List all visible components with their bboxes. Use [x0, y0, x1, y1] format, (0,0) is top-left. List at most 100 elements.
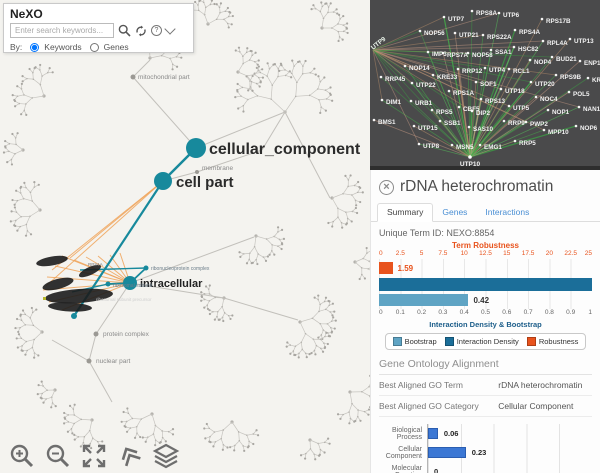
gene-node[interactable]: [409, 99, 413, 103]
graph-node-label: ribosomal subunit: [113, 283, 153, 289]
keywords-radio[interactable]: [30, 42, 40, 52]
gene-node[interactable]: [481, 33, 485, 37]
gene-node[interactable]: [497, 11, 501, 15]
gene-label: RPS17B: [546, 18, 571, 25]
gene-node[interactable]: [512, 45, 516, 49]
gene-node[interactable]: [403, 64, 407, 68]
fit-to-screen-icon[interactable]: [80, 442, 108, 470]
gene-node[interactable]: [507, 67, 511, 71]
gene-node[interactable]: [467, 125, 471, 129]
gene-node[interactable]: [450, 143, 454, 147]
gene-node[interactable]: [529, 80, 533, 84]
genes-radio[interactable]: [89, 42, 99, 52]
graph-node[interactable]: [130, 74, 136, 80]
selected-term-node[interactable]: [123, 276, 137, 290]
graph-node[interactable]: [86, 358, 92, 364]
robustness-top-axis: 0 2.5 5 7.5 10 12.5 15 17.5 20 22.5 25: [379, 250, 592, 259]
gene-node[interactable]: [447, 89, 451, 93]
layers-icon[interactable]: [152, 442, 180, 470]
gene-network-canvas[interactable]: UTP7 RPS8A UTP6 RPS17B NOP56 UTP21 RPS22A RPS4A…: [370, 0, 600, 170]
gene-node[interactable]: [534, 95, 538, 99]
gene-node[interactable]: [453, 31, 457, 35]
gene-node[interactable]: [479, 97, 483, 101]
gene-node[interactable]: [546, 108, 550, 112]
gene-node[interactable]: [567, 90, 571, 94]
tab-interactions[interactable]: Interactions: [485, 207, 530, 217]
selected-term-node[interactable]: [143, 265, 149, 271]
gene-node[interactable]: [410, 81, 414, 85]
gene-node[interactable]: [554, 73, 558, 77]
gene-node[interactable]: [441, 51, 445, 55]
gene-node[interactable]: [470, 109, 474, 113]
zoom-in-icon[interactable]: [8, 442, 36, 470]
gene-node[interactable]: [574, 124, 578, 128]
gene-node[interactable]: [372, 118, 376, 122]
gene-node[interactable]: [586, 76, 590, 80]
collapse-icon[interactable]: [116, 442, 144, 470]
gene-node[interactable]: [426, 50, 430, 54]
gene-node[interactable]: [483, 66, 487, 70]
interaction-edge: [469, 91, 570, 158]
selected-term-node[interactable]: [186, 138, 206, 158]
zoom-out-icon[interactable]: [44, 442, 72, 470]
gene-node[interactable]: [528, 58, 532, 62]
gene-node[interactable]: [468, 155, 472, 159]
gene-node[interactable]: [456, 67, 460, 71]
gene-node[interactable]: [418, 29, 422, 33]
gene-node[interactable]: [457, 105, 461, 109]
graph-node[interactable]: [195, 170, 199, 174]
selected-term-node[interactable]: [105, 281, 111, 287]
interaction-edge: [418, 143, 471, 158]
gene-node[interactable]: [550, 55, 554, 59]
interaction-edge: [372, 49, 557, 76]
tab-genes[interactable]: Genes: [442, 207, 468, 217]
gene-node[interactable]: [478, 143, 482, 147]
gene-node[interactable]: [412, 124, 416, 128]
gene-node[interactable]: [499, 87, 503, 91]
tab-summary[interactable]: Summary: [377, 203, 434, 222]
gene-label: DIP2: [476, 110, 490, 117]
gene-node[interactable]: [568, 37, 572, 41]
gene-node[interactable]: [502, 119, 506, 123]
interaction-edge: [458, 106, 471, 158]
gene-node[interactable]: [466, 51, 470, 55]
gene-node[interactable]: [542, 128, 546, 132]
gene-node[interactable]: [577, 105, 581, 109]
search-icon[interactable]: [118, 24, 131, 37]
robustness-chart-title: Term Robustness: [452, 241, 519, 250]
interaction-edge: [469, 34, 484, 158]
gene-node[interactable]: [489, 48, 493, 52]
gene-node[interactable]: [430, 108, 434, 112]
help-icon[interactable]: ?: [151, 25, 162, 36]
gene-node[interactable]: [513, 28, 517, 32]
reset-icon[interactable]: [135, 25, 147, 37]
gene-node[interactable]: [513, 139, 517, 143]
gene-node[interactable]: [470, 9, 474, 13]
interaction-edge: [469, 140, 516, 158]
gene-node[interactable]: [474, 80, 478, 84]
chevron-down-icon[interactable]: [164, 23, 176, 35]
graph-node[interactable]: [93, 331, 99, 337]
gene-node[interactable]: [540, 17, 544, 21]
go-chart-row: Molecular Function 0: [379, 462, 592, 473]
gene-node[interactable]: [524, 120, 528, 124]
gene-node[interactable]: [438, 119, 442, 123]
close-icon[interactable]: ×: [379, 179, 394, 195]
search-input[interactable]: [10, 23, 114, 38]
gene-node[interactable]: [380, 98, 384, 102]
gene-node[interactable]: [431, 73, 435, 77]
gene-node[interactable]: [578, 59, 582, 63]
gene-node[interactable]: [507, 104, 511, 108]
gene-label: RPS1A: [453, 90, 474, 97]
gene-node[interactable]: [379, 75, 383, 79]
gene-node[interactable]: [442, 15, 446, 19]
gene-node[interactable]: [417, 142, 421, 146]
gene-node[interactable]: [541, 39, 545, 43]
interaction-edge: [372, 49, 460, 108]
selected-term-node[interactable]: [71, 313, 77, 319]
selected-term-node[interactable]: [154, 172, 172, 190]
gene-label: KRR1: [592, 77, 600, 84]
robustness-bar-row: 0.42: [379, 292, 592, 308]
